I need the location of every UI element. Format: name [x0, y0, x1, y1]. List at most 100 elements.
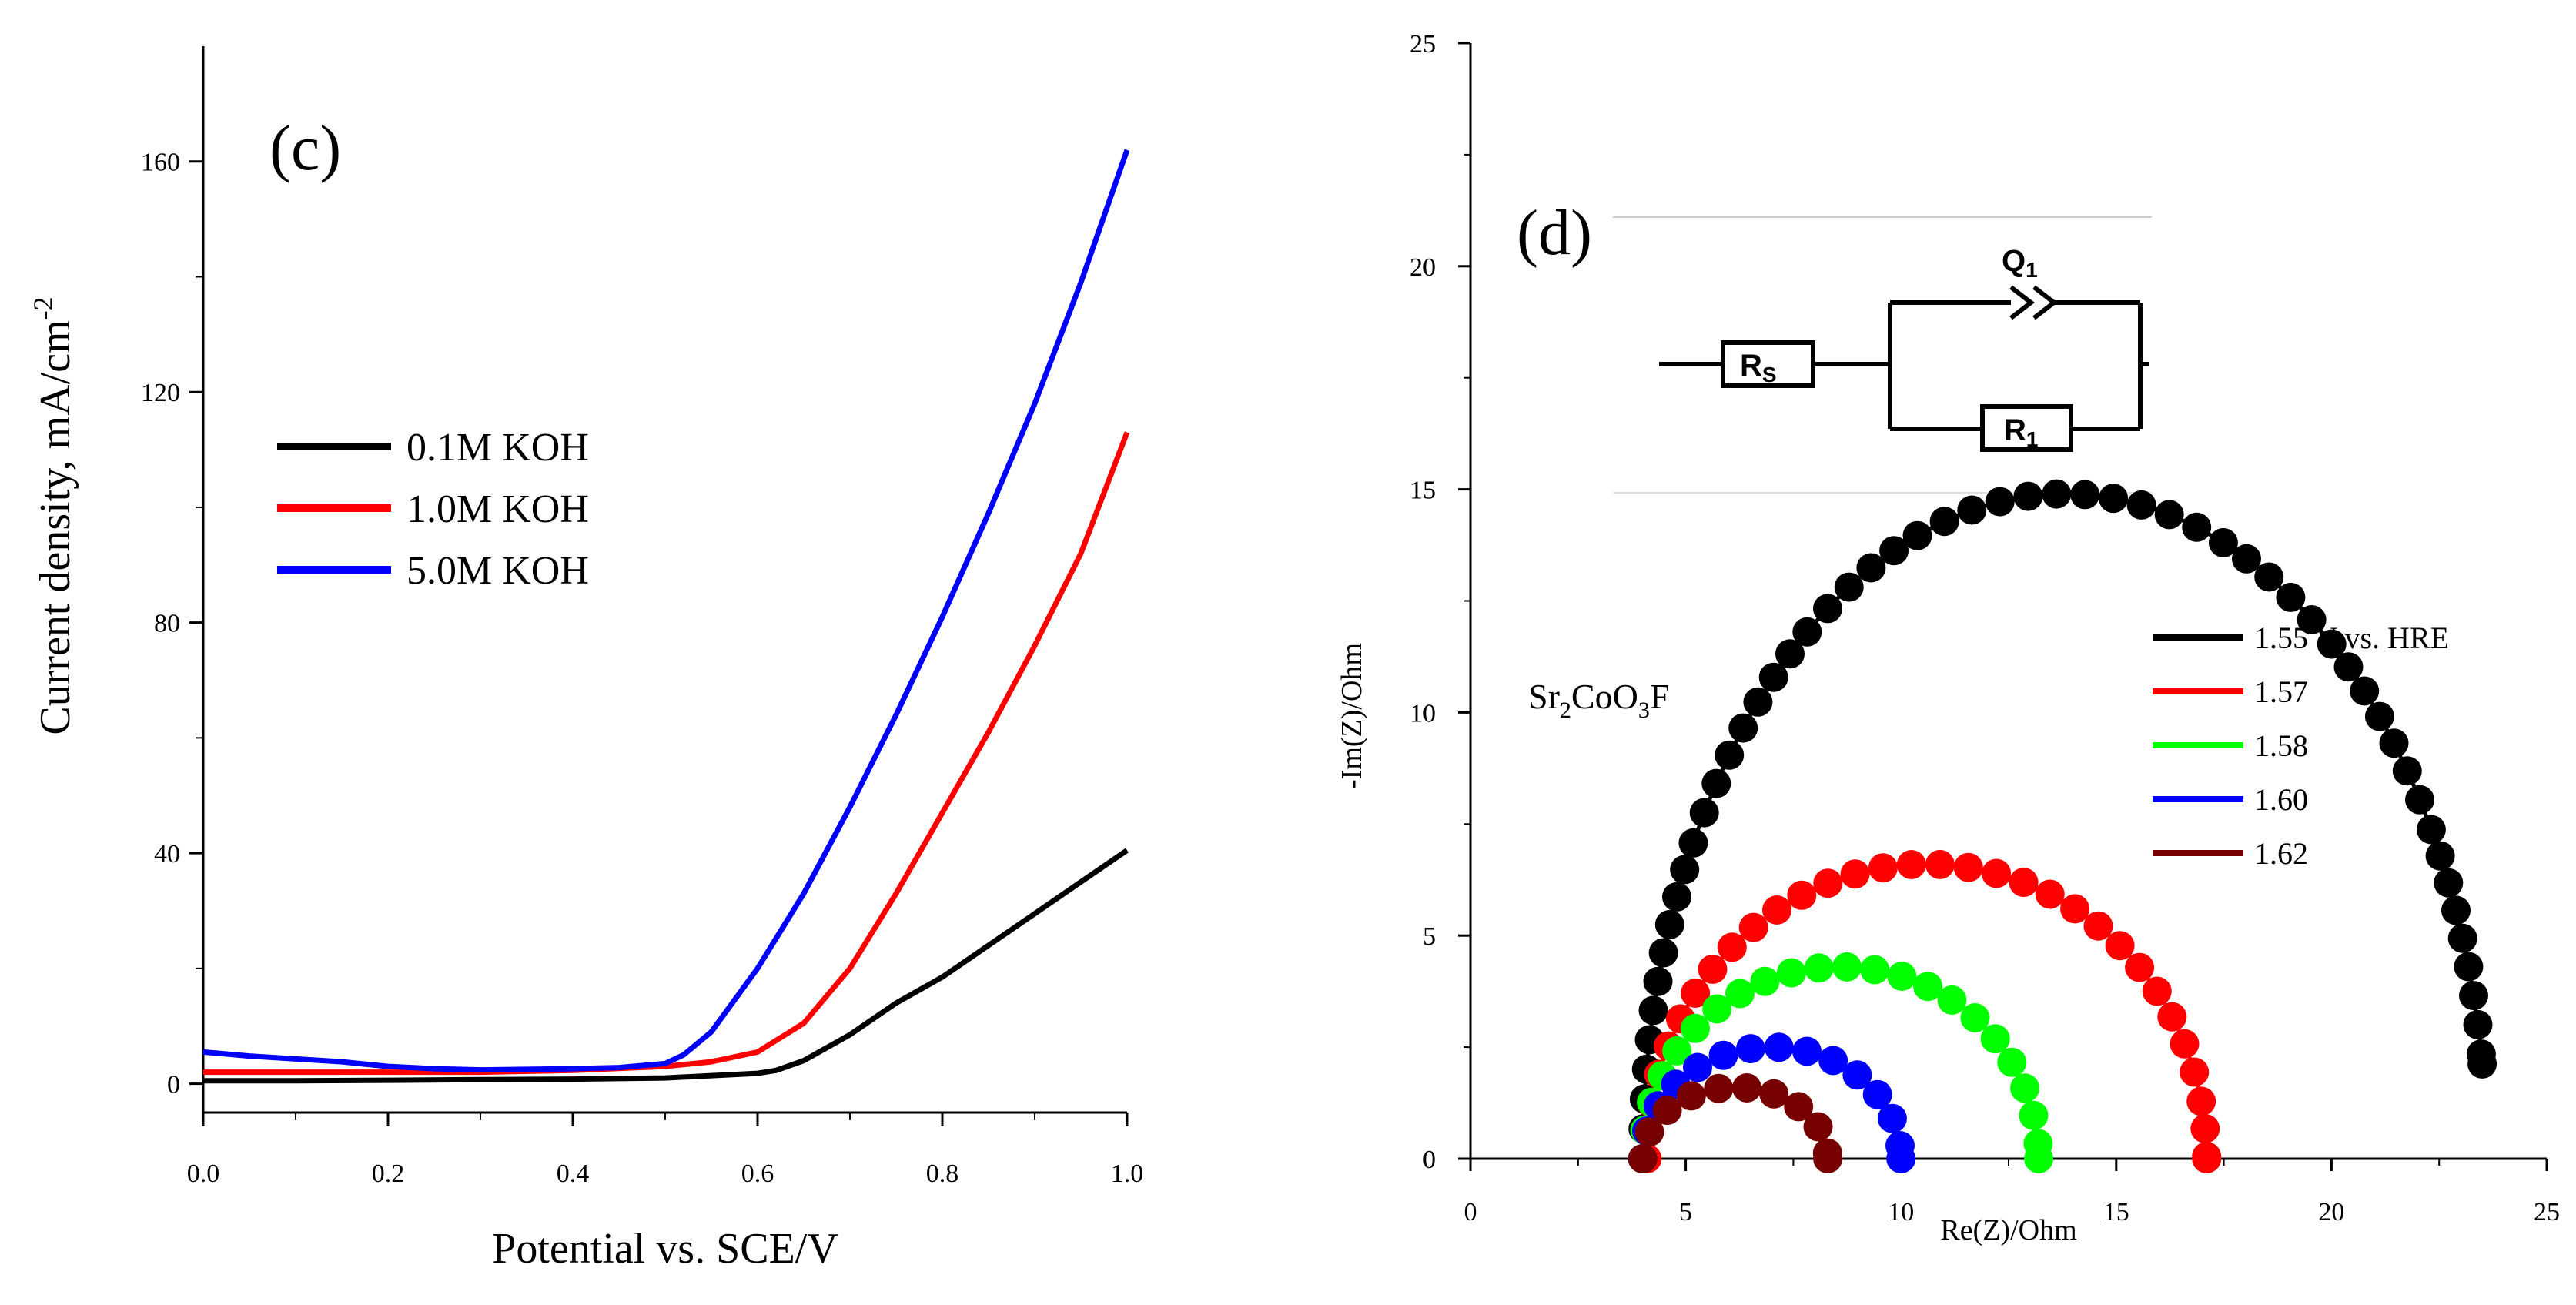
- data-point-0: [2232, 544, 2261, 574]
- y-tick-label: 25: [1410, 30, 1436, 59]
- data-point-2: [1937, 985, 1967, 1015]
- x-ticks: 0.0 0.2 0.4 0.6 0.8 1.0: [187, 1113, 1144, 1188]
- data-point-4: [1704, 1073, 1734, 1103]
- data-point-2: [1860, 955, 1890, 985]
- data-point-0: [1834, 572, 1864, 602]
- data-point-2: [1776, 958, 1806, 988]
- x-tick-label: 0.2: [372, 1159, 405, 1188]
- data-point-0: [2099, 484, 2129, 514]
- data-point-1: [2105, 931, 2135, 961]
- legend-label-4: 1.62: [2254, 836, 2308, 871]
- data-point-3: [1764, 1032, 1794, 1062]
- eis-chart-panel: 0 5 10 15 20 25 0 5 10 15 20 25: [1336, 30, 2560, 1246]
- data-point-0: [2317, 629, 2347, 659]
- x-tick-label: 20: [2318, 1198, 2344, 1226]
- series-line-1: [203, 431, 1130, 1076]
- data-point-4: [1634, 1117, 1664, 1147]
- x-tick-label: 0.0: [187, 1159, 220, 1188]
- data-point-0: [1643, 966, 1673, 996]
- legend-label-0: 1.55 V vs. HRE: [2254, 621, 2449, 655]
- data-point-0: [2425, 841, 2455, 871]
- data-point-2: [1997, 1047, 2027, 1077]
- rs-label: RS: [1740, 349, 1777, 386]
- data-point-0: [2463, 1009, 2493, 1039]
- data-point-4: [1676, 1081, 1706, 1111]
- circuit-wires: [1659, 300, 2149, 431]
- data-point-3: [1877, 1103, 1907, 1133]
- data-point-0: [1792, 617, 1822, 647]
- y-tick-label: 10: [1410, 699, 1436, 728]
- data-point-3: [1842, 1060, 1872, 1090]
- data-point-0: [2467, 1049, 2497, 1079]
- data-point-0: [2276, 582, 2306, 612]
- y-tick-label: 160: [141, 149, 180, 177]
- data-point-0: [1902, 520, 1932, 550]
- data-point-0: [2297, 605, 2327, 634]
- data-point-1: [1982, 858, 2012, 888]
- legend-label-1: 1.0M KOH: [406, 487, 589, 531]
- panel-label-d: (d): [1517, 197, 1592, 269]
- q1-label: Q1: [2002, 244, 2038, 282]
- y-tick-label: 80: [154, 610, 180, 638]
- data-point-0: [2454, 952, 2484, 982]
- data-point-1: [1840, 859, 1870, 889]
- data-point-1: [2083, 911, 2113, 941]
- y-axis-title: -Im(Z)/Ohm: [1336, 643, 1368, 789]
- x-tick-label: 1.0: [1111, 1159, 1144, 1188]
- data-point-0: [1638, 995, 1668, 1026]
- y-tick-label: 20: [1410, 253, 1436, 282]
- data-point-1: [2142, 976, 2172, 1006]
- data-point-0: [1662, 882, 1691, 912]
- x-tick-label: 10: [1888, 1198, 1914, 1226]
- data-point-0: [1985, 487, 2015, 517]
- data-point-0: [2333, 652, 2364, 682]
- y-axis-title-superscript: -2: [28, 296, 59, 320]
- data-point-3: [1818, 1046, 1848, 1076]
- legend-label-1: 1.57: [2254, 674, 2308, 709]
- data-point-2: [1681, 1013, 1710, 1043]
- data-point-3: [1886, 1144, 1916, 1173]
- equivalent-circuit-inset: RS R1 Q1: [1613, 216, 2152, 494]
- data-point-4: [1759, 1079, 1789, 1109]
- data-point-1: [1717, 932, 1747, 962]
- data-point-4: [1652, 1096, 1682, 1126]
- data-point-0: [1715, 740, 1745, 770]
- data-point-1: [1953, 852, 1983, 882]
- data-point-2: [1702, 994, 1732, 1024]
- y-tick-label: 15: [1410, 477, 1436, 505]
- y-axis-title: Current density, mA/cm-2: [28, 296, 79, 734]
- data-point-2: [1804, 953, 1834, 983]
- data-point-0: [1701, 768, 1731, 798]
- fit-line-0: [1641, 491, 2484, 1159]
- series-line-0: [203, 848, 1129, 1084]
- data-point-2: [1832, 952, 1862, 982]
- data-point-0: [1929, 507, 1959, 537]
- data-point-0: [1775, 639, 1805, 669]
- data-point-2: [1750, 966, 1780, 996]
- data-point-0: [2447, 923, 2477, 953]
- data-point-0: [1728, 713, 1758, 743]
- data-point-4: [1813, 1144, 1843, 1173]
- data-point-0: [2154, 500, 2184, 530]
- legend: 0.1M KOH 1.0M KOH 5.0M KOH: [277, 426, 589, 593]
- x-tick-label: 15: [2103, 1198, 2129, 1226]
- data-point-3: [1735, 1034, 1765, 1064]
- nyquist-series-0: [1628, 479, 2497, 1173]
- data-point-0: [2208, 527, 2238, 557]
- data-point-2: [2010, 1073, 2040, 1103]
- y-tick-label: 0: [167, 1071, 180, 1099]
- data-point-4: [1803, 1112, 1833, 1142]
- x-tick-label: 0.8: [926, 1159, 959, 1188]
- data-point-3: [1683, 1052, 1712, 1082]
- data-point-1: [2180, 1057, 2210, 1087]
- data-point-1: [1681, 979, 1711, 1008]
- data-point-0: [2013, 481, 2043, 511]
- data-point-0: [1879, 536, 1909, 566]
- series-line-2: [202, 149, 1130, 1073]
- x-tick-label: 0: [1464, 1198, 1477, 1226]
- y-tick-label: 120: [141, 379, 180, 407]
- r1-resistor-box: [1980, 404, 2073, 452]
- data-point-1: [2186, 1086, 2216, 1116]
- data-point-1: [1868, 853, 1898, 883]
